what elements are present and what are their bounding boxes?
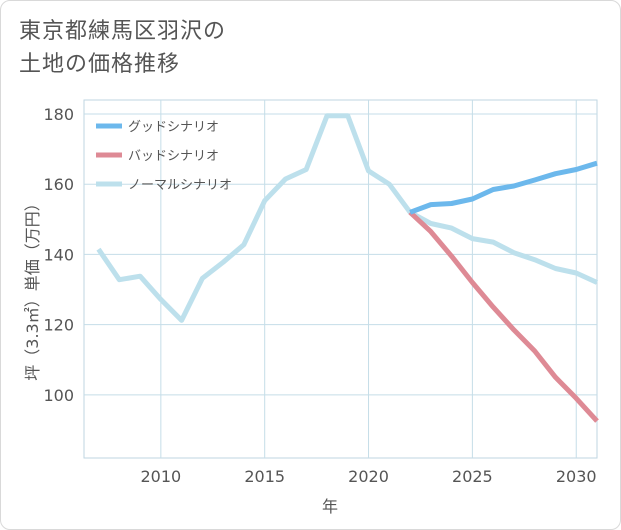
series-line-3 — [96, 113, 599, 323]
x-axis-label: 年 — [322, 497, 338, 516]
y-tick-label: 140 — [43, 245, 74, 264]
y-axis-label: 坪（3.3㎡）単価（万円） — [23, 195, 42, 380]
x-tick-label: 2020 — [348, 467, 389, 486]
tick-labels: 100 120 140 160 180 2010 2015 2020 2025 2030 — [43, 105, 596, 486]
series-line-1 — [409, 160, 598, 215]
x-tick-label: 2025 — [452, 467, 493, 486]
series-lines — [96, 113, 599, 423]
legend-label: ノーマルシナリオ — [128, 178, 232, 193]
x-tick-label: 2030 — [556, 467, 597, 486]
x-tick-label: 2010 — [140, 467, 181, 486]
plot-frame — [83, 99, 598, 459]
chart-title-line1: 東京都練馬区羽沢の — [19, 19, 227, 44]
y-tick-label: 100 — [43, 386, 74, 405]
x-tick-label: 2015 — [244, 467, 285, 486]
y-tick-label: 160 — [43, 175, 74, 194]
legend-label: グッドシナリオ — [128, 120, 219, 135]
y-tick-label: 120 — [43, 316, 74, 335]
y-tick-label: 180 — [43, 105, 74, 124]
series-line-2 — [408, 210, 599, 423]
chart-title-line2: 土地の価格推移 — [19, 52, 181, 77]
chart-title: 東京都練馬区羽沢の 土地の価格推移 — [19, 15, 226, 81]
legend-label: バッドシナリオ — [128, 149, 219, 164]
